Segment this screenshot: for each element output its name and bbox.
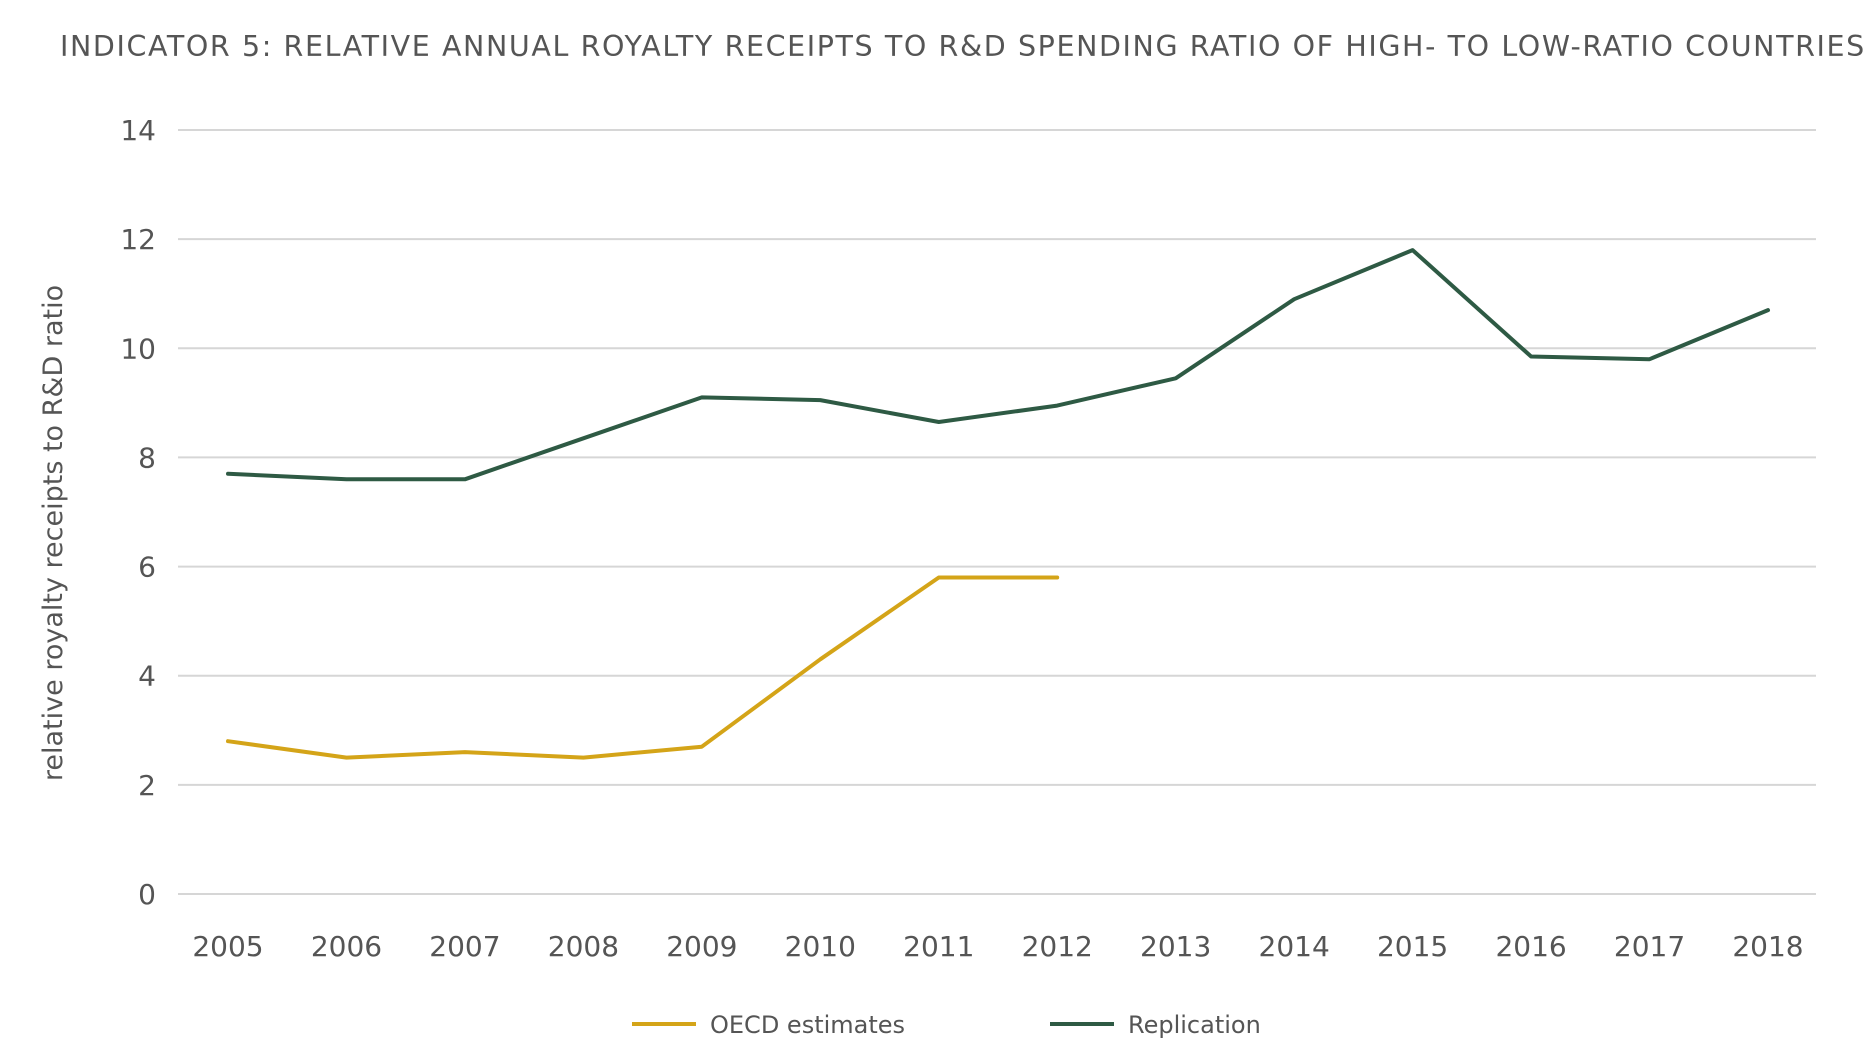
x-tick-label-2018: 2018: [1732, 930, 1803, 963]
x-tick-label-2009: 2009: [666, 930, 737, 963]
y-tick-label-2: 2: [138, 769, 156, 802]
y-tick-label-4: 4: [138, 660, 156, 693]
x-tick-label-2010: 2010: [785, 930, 856, 963]
legend-label-oecd-estimates: OECD estimates: [710, 1011, 905, 1039]
x-axis-tick-labels: 2005 2006 2007 2008 2009 2010 2011 2012 2013 2014…: [192, 930, 1803, 963]
x-tick-label-2013: 2013: [1140, 930, 1211, 963]
chart-title: INDICATOR 5: RELATIVE ANNUAL ROYALTY REC…: [60, 30, 1866, 63]
y-axis-tick-labels: 0 2 4 6 8 10 12 14: [120, 114, 156, 911]
series-lines: [226, 248, 1770, 760]
x-tick-label-2007: 2007: [429, 930, 500, 963]
x-tick-label-2015: 2015: [1377, 930, 1448, 963]
x-tick-label-2017: 2017: [1614, 930, 1685, 963]
series-line-oecd-estimates: [226, 575, 1060, 760]
y-tick-label-8: 8: [138, 441, 156, 474]
series-line-replication: [226, 248, 1770, 482]
x-tick-label-2008: 2008: [548, 930, 619, 963]
y-tick-label-0: 0: [138, 878, 156, 911]
x-tick-label-2011: 2011: [903, 930, 974, 963]
x-tick-label-2012: 2012: [1022, 930, 1093, 963]
x-tick-label-2006: 2006: [311, 930, 382, 963]
legend: OECD estimates Replication: [632, 1011, 1261, 1039]
x-tick-label-2005: 2005: [192, 930, 263, 963]
x-tick-label-2016: 2016: [1495, 930, 1566, 963]
x-tick-label-2014: 2014: [1259, 930, 1330, 963]
legend-label-replication: Replication: [1128, 1011, 1261, 1039]
gridlines: [178, 129, 1816, 895]
y-tick-label-14: 14: [120, 114, 156, 147]
y-tick-label-6: 6: [138, 551, 156, 584]
y-axis-title: relative royalty receipts to R&D ratio: [38, 285, 69, 781]
y-tick-label-10: 10: [120, 332, 156, 365]
y-tick-label-12: 12: [120, 223, 156, 256]
